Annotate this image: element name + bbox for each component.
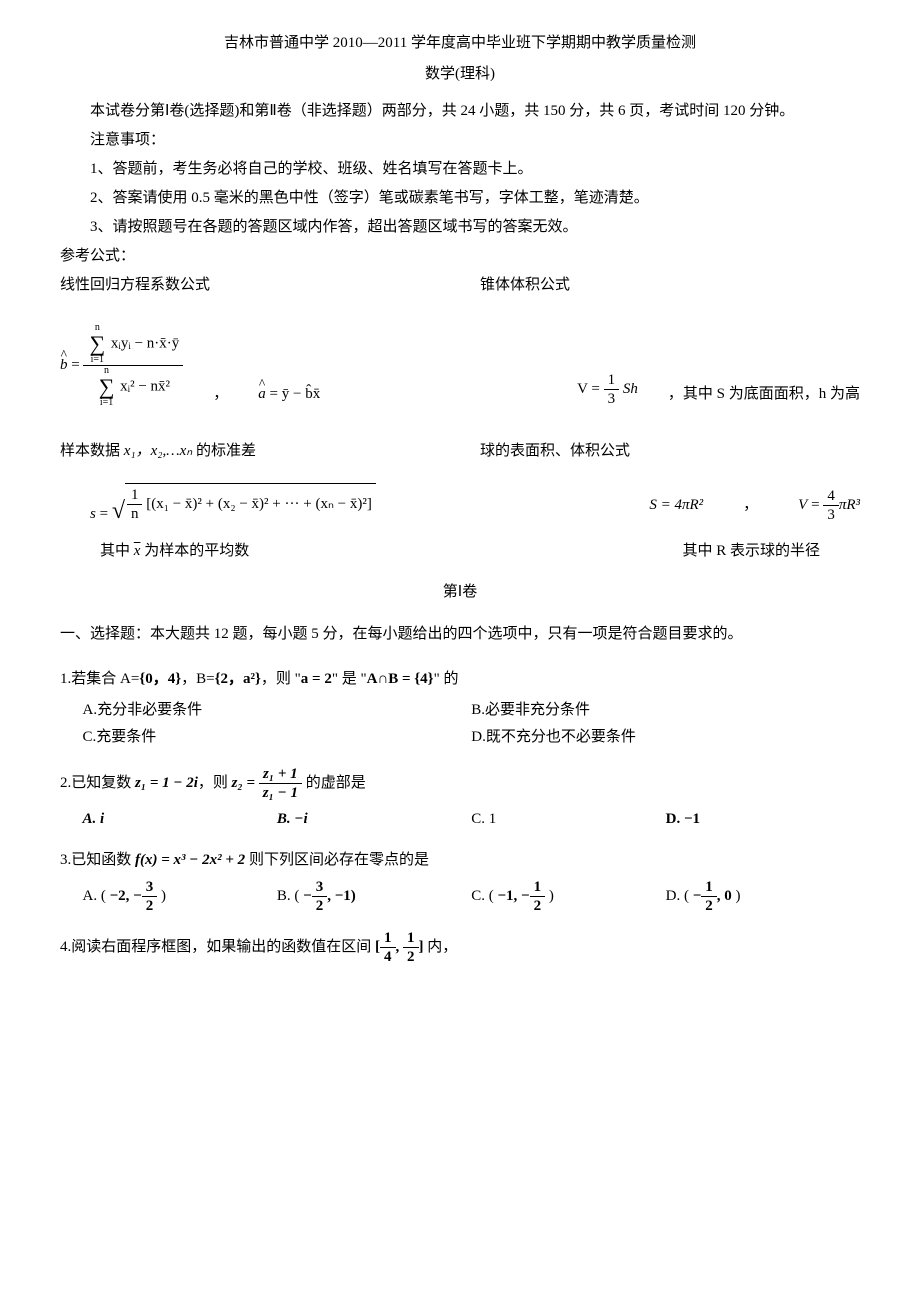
sphere-radius-desc: 其中 R 表示球的半径 [480, 538, 860, 565]
formula-desc-row: 其中 x 为样本的平均数 其中 R 表示球的半径 [60, 538, 860, 565]
part-1-title: 第Ⅰ卷 [60, 579, 860, 606]
std-formula: s = √ 1n [(x₁ − x̄)² + (x₂ − x̄)² + ··· … [90, 483, 376, 528]
a-hat-formula: a = ȳ − b̂x̄ [258, 381, 320, 408]
notice-title: 注意事项： [60, 127, 860, 154]
cone-volume-formula: V = 13 Sh [577, 371, 638, 408]
sample-std-title: 样本数据 x₁，x₂,…xₙ 的标准差 [60, 438, 440, 465]
sphere-sep: ， [743, 492, 758, 519]
q3-option-a: A. ( −2, −32 ) [83, 878, 277, 915]
q1-option-b: B.必要非充分条件 [471, 697, 860, 724]
q3-option-b: B. ( −32, −1) [277, 878, 471, 915]
comma-sep: ， [213, 381, 228, 408]
question-4: 4.阅读右面程序框图，如果输出的函数值在区间 [14, 12] 内， [60, 929, 860, 966]
formula-row-1: b = n∑i=1 xᵢyᵢ − n·x̄·ȳ n∑i=1 xᵢ² − nx̄²… [60, 323, 860, 408]
b-hat-symbol: b [60, 352, 68, 379]
b-hat-formula: b = n∑i=1 xᵢyᵢ − n·x̄·ȳ n∑i=1 xᵢ² − nx̄² [60, 323, 183, 408]
notice-item-2: 2、答案请使用 0.5 毫米的黑色中性（签字）笔或碳素笔书写，字体工整，笔迹清楚… [60, 185, 860, 212]
notice-item-1: 1、答题前，考生务必将自己的学校、班级、姓名填写在答题卡上。 [60, 156, 860, 183]
q1-option-c: C.充要条件 [83, 724, 472, 751]
question-3: 3.已知函数 f(x) = x³ − 2x² + 2 则下列区间必存在零点的是 [60, 847, 860, 874]
question-1: 1.若集合 A={0，4}，B={2，a²}，则 "a = 2" 是 "A∩B … [60, 666, 860, 693]
q1-option-a: A.充分非必要条件 [83, 697, 472, 724]
page-subtitle: 数学(理科) [60, 61, 860, 88]
formula-titles-row: 线性回归方程系数公式 锥体体积公式 [60, 272, 860, 299]
sphere-area-formula: S = 4πR² [649, 492, 703, 519]
q1-option-d: D.既不充分也不必要条件 [471, 724, 860, 751]
q3-option-d: D. ( −12, 0 ) [666, 878, 860, 915]
page-title: 吉林市普通中学 2010—2011 学年度高中毕业班下学期期中教学质量检测 [60, 30, 860, 57]
question-1-options: A.充分非必要条件 B.必要非充分条件 C.充要条件 D.既不充分也不必要条件 [60, 697, 860, 751]
sample-mean-desc: 其中 x 为样本的平均数 [60, 538, 440, 565]
linreg-title: 线性回归方程系数公式 [60, 272, 440, 299]
q2-option-b: B. −i [277, 806, 471, 833]
formula-titles-row-2: 样本数据 x₁，x₂,…xₙ 的标准差 球的表面积、体积公式 [60, 438, 860, 465]
q2-option-d: D. −1 [666, 806, 860, 833]
section-1-title: 一、选择题：本大题共 12 题，每小题 5 分，在每小题给出的四个选项中，只有一… [60, 616, 860, 652]
question-3-options: A. ( −2, −32 ) B. ( −32, −1) C. ( −1, −1… [60, 878, 860, 915]
sphere-volume-formula: V = 43πR³ [798, 487, 860, 524]
notice-item-3: 3、请按照题号在各题的答题区域内作答，超出答题区域书写的答案无效。 [60, 214, 860, 241]
intro-paragraph: 本试卷分第Ⅰ卷(选择题)和第Ⅱ卷（非选择题）两部分，共 24 小题，共 150 … [60, 98, 860, 125]
q2-option-a: A. i [83, 806, 277, 833]
sphere-title: 球的表面积、体积公式 [480, 438, 860, 465]
q3-option-c: C. ( −1, −12 ) [471, 878, 665, 915]
reference-formulas-title: 参考公式： [60, 243, 860, 270]
cone-title: 锥体体积公式 [480, 272, 860, 299]
formula-row-2: s = √ 1n [(x₁ − x̄)² + (x₂ − x̄)² + ··· … [60, 483, 860, 528]
question-2-options: A. i B. −i C. 1 D. −1 [60, 806, 860, 833]
q2-option-c: C. 1 [471, 806, 665, 833]
question-2: 2.已知复数 z₁ = 1 − 2i，则 z₂ = z₁ + 1z₁ − 1 的… [60, 765, 860, 802]
cone-desc: ，其中 S 为底面面积，h 为高 [668, 381, 860, 408]
